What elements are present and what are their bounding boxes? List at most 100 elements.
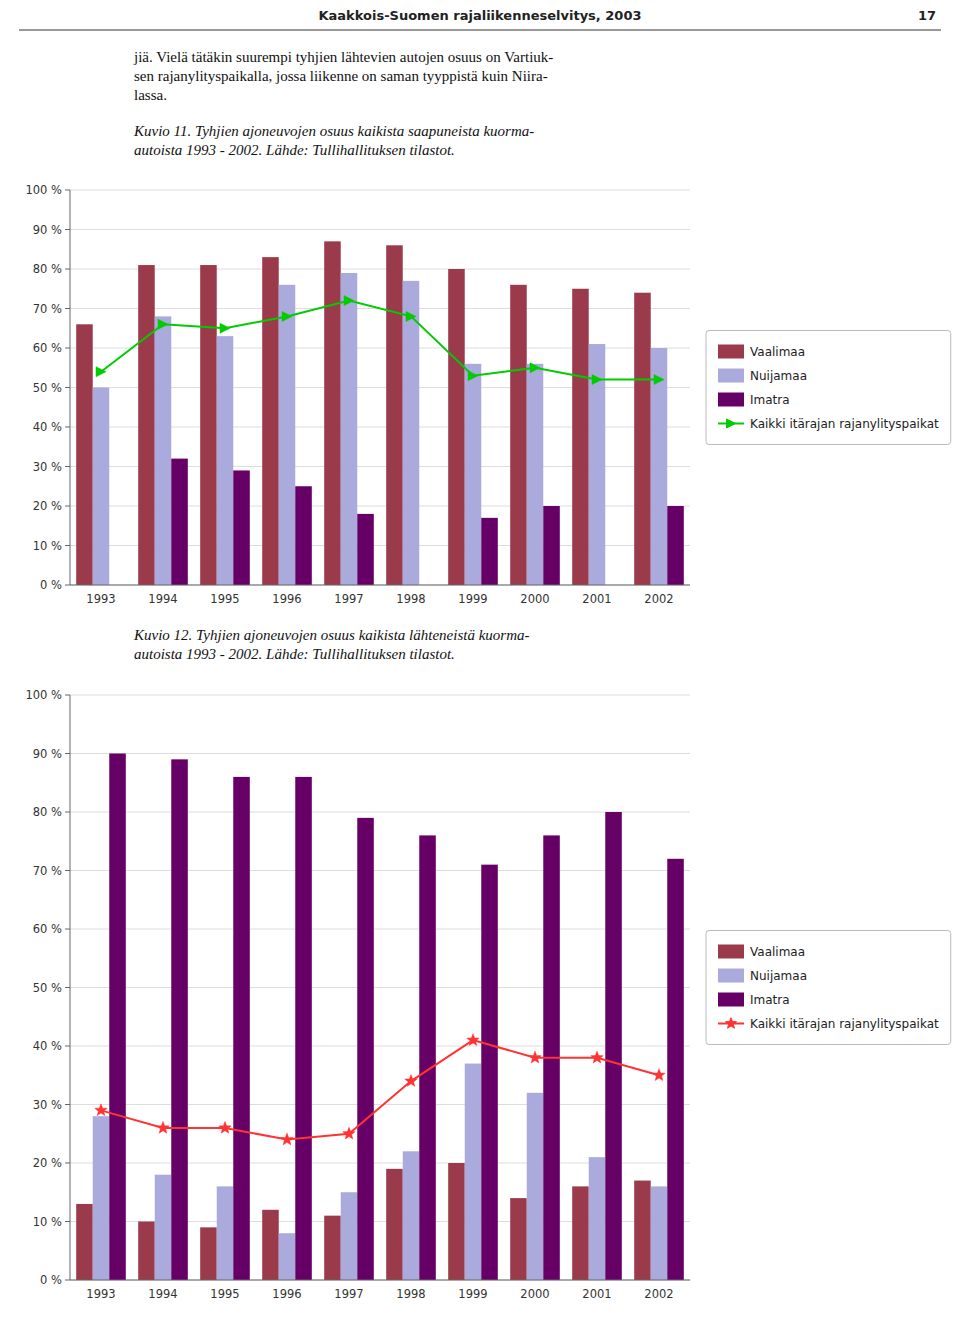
line-marker bbox=[653, 1069, 665, 1081]
y-axis bbox=[70, 695, 71, 1280]
bar bbox=[605, 812, 622, 1280]
line-marker bbox=[343, 1127, 355, 1139]
y-tick bbox=[65, 229, 70, 230]
bar bbox=[481, 518, 498, 585]
bar bbox=[76, 324, 93, 585]
y-tick bbox=[65, 348, 70, 349]
legend-label: Imatra bbox=[750, 393, 790, 407]
legend-swatch bbox=[718, 369, 744, 383]
y-tick-label: 50 % bbox=[33, 381, 62, 395]
x-tick-label: 1993 bbox=[86, 592, 115, 606]
bar bbox=[386, 245, 403, 585]
line-marker bbox=[157, 1121, 169, 1133]
body-text: sen rajanylityspaikalla, jossa liikenne … bbox=[134, 68, 548, 84]
bar bbox=[93, 1116, 110, 1280]
bar bbox=[324, 1216, 341, 1280]
bar bbox=[651, 1186, 668, 1280]
y-tick-label: 0 % bbox=[40, 1273, 62, 1287]
x-tick-label: 1993 bbox=[86, 1287, 115, 1301]
bar bbox=[109, 754, 126, 1281]
bar bbox=[279, 285, 296, 585]
bar bbox=[155, 1175, 172, 1280]
bar bbox=[403, 281, 420, 585]
x-tick-label: 1995 bbox=[210, 1287, 239, 1301]
line-marker bbox=[219, 1121, 231, 1133]
bar bbox=[76, 1204, 93, 1280]
y-tick bbox=[65, 1163, 70, 1164]
x-tick-label: 2000 bbox=[520, 1287, 549, 1301]
bar bbox=[341, 1192, 358, 1280]
x-axis bbox=[70, 585, 690, 586]
x-tick-label: 1996 bbox=[272, 1287, 301, 1301]
chart-subtitle: autoista 1993 - 2002. Lähde: Tullihallit… bbox=[134, 646, 455, 662]
bar bbox=[155, 316, 172, 585]
legend-label: Nuijamaa bbox=[750, 369, 807, 383]
bar bbox=[386, 1169, 403, 1280]
y-tick-label: 10 % bbox=[33, 1215, 62, 1229]
line bbox=[101, 301, 659, 380]
bar bbox=[233, 470, 250, 585]
legend-swatch bbox=[718, 345, 744, 359]
y-tick bbox=[65, 812, 70, 813]
y-tick bbox=[65, 1046, 70, 1047]
legend: VaalimaaNuijamaaImatraKaikki itärajan ra… bbox=[706, 331, 951, 445]
grid-line bbox=[70, 987, 690, 988]
chart-title: Kuvio 11. Tyhjien ajoneuvojen osuus kaik… bbox=[133, 123, 534, 139]
legend-swatch-marker bbox=[727, 419, 736, 428]
legend-swatch-marker bbox=[725, 1018, 736, 1029]
y-tick-label: 80 % bbox=[33, 805, 62, 819]
grid-line bbox=[70, 190, 690, 191]
line-marker bbox=[405, 1075, 417, 1087]
x-tick-label: 1998 bbox=[396, 592, 425, 606]
line-marker bbox=[96, 367, 106, 377]
bar bbox=[200, 265, 217, 585]
legend-label: Vaalimaa bbox=[750, 345, 805, 359]
bar bbox=[403, 1151, 420, 1280]
bar bbox=[667, 859, 684, 1280]
body-text: jiä. Vielä tätäkin suurempi tyhjien läht… bbox=[133, 49, 553, 65]
x-tick-label: 1994 bbox=[148, 592, 177, 606]
bar bbox=[279, 1233, 296, 1280]
bar bbox=[527, 364, 544, 585]
grid-line bbox=[70, 1104, 690, 1105]
chart: Kuvio 11. Tyhjien ajoneuvojen osuus kaik… bbox=[25, 123, 950, 606]
bar bbox=[448, 1163, 465, 1280]
grid-line bbox=[70, 585, 690, 586]
grid-line bbox=[70, 1280, 690, 1281]
line-marker bbox=[281, 1133, 293, 1145]
chart: Kuvio 12. Tyhjien ajoneuvojen osuus kaik… bbox=[25, 627, 950, 1301]
bar bbox=[217, 336, 234, 585]
y-tick-label: 70 % bbox=[33, 302, 62, 316]
y-tick-label: 20 % bbox=[33, 499, 62, 513]
y-tick-label: 80 % bbox=[33, 262, 62, 276]
y-tick bbox=[65, 753, 70, 754]
bar bbox=[138, 1222, 155, 1281]
line-marker bbox=[529, 1051, 541, 1063]
y-tick bbox=[65, 695, 70, 696]
legend-label: Vaalimaa bbox=[750, 945, 805, 959]
grid-line bbox=[70, 812, 690, 813]
bar bbox=[481, 865, 498, 1280]
header-rule bbox=[19, 30, 941, 31]
page-number: 17 bbox=[918, 8, 936, 23]
y-axis bbox=[70, 190, 71, 585]
grid-line bbox=[70, 929, 690, 930]
legend-label: Imatra bbox=[750, 993, 790, 1007]
bar bbox=[527, 1093, 544, 1280]
x-tick-label: 1999 bbox=[458, 592, 487, 606]
x-tick-label: 1999 bbox=[458, 1287, 487, 1301]
line-marker bbox=[220, 323, 230, 333]
bar bbox=[572, 1186, 589, 1280]
y-tick bbox=[65, 1280, 70, 1281]
line-marker bbox=[344, 296, 354, 306]
y-tick bbox=[65, 387, 70, 388]
y-tick-label: 60 % bbox=[33, 922, 62, 936]
page-header: Kaakkois-Suomen rajaliikenneselvitys, 20… bbox=[318, 8, 641, 23]
y-tick bbox=[65, 545, 70, 546]
body-text: lassa. bbox=[134, 87, 167, 103]
bar bbox=[357, 514, 374, 585]
grid-line bbox=[70, 695, 690, 696]
x-tick-label: 1998 bbox=[396, 1287, 425, 1301]
x-tick-label: 1996 bbox=[272, 592, 301, 606]
plot-area bbox=[76, 241, 684, 585]
